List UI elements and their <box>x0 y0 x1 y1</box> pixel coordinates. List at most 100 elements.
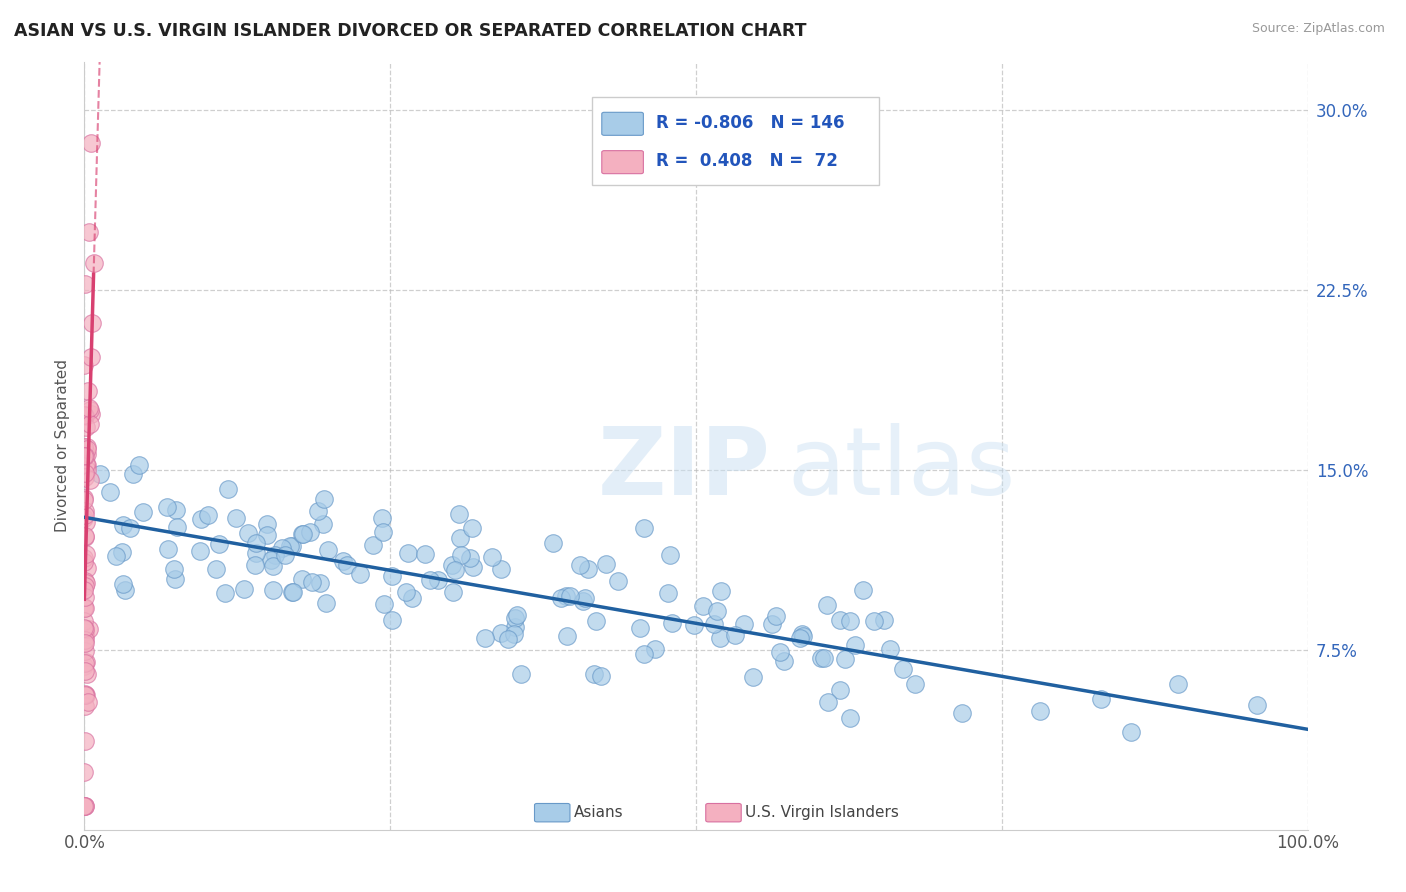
Point <box>381 569 404 583</box>
Point <box>496 632 519 646</box>
Point <box>262 559 284 574</box>
Point <box>574 591 596 606</box>
Point <box>262 583 284 598</box>
Point <box>440 558 463 572</box>
Point <box>75 623 97 637</box>
Point <box>166 519 188 533</box>
Point <box>77 401 100 415</box>
Point <box>491 625 513 640</box>
Point <box>73 698 96 713</box>
Point <box>401 591 423 605</box>
Point <box>73 798 96 813</box>
Point <box>132 505 155 519</box>
Point <box>190 512 212 526</box>
Point <box>111 518 134 533</box>
Point <box>73 601 96 615</box>
Point <box>316 542 339 557</box>
Point <box>76 667 98 681</box>
Text: Source: ZipAtlas.com: Source: ZipAtlas.com <box>1251 22 1385 36</box>
Point <box>419 573 441 587</box>
Point <box>73 579 96 593</box>
Point <box>73 765 96 780</box>
Point <box>461 521 484 535</box>
Point <box>73 624 96 639</box>
Point <box>904 677 927 691</box>
Point <box>1029 704 1052 718</box>
Text: ZIP: ZIP <box>598 423 770 515</box>
Point <box>236 526 259 541</box>
Point <box>156 541 179 556</box>
Point <box>75 655 97 669</box>
Point <box>336 558 359 572</box>
Point <box>73 491 96 505</box>
Point <box>188 544 211 558</box>
Point <box>789 631 811 645</box>
Point <box>73 601 96 615</box>
Point <box>73 633 96 648</box>
Point <box>82 316 104 330</box>
Point <box>741 670 763 684</box>
Point <box>863 615 886 629</box>
Point <box>283 585 305 599</box>
Point <box>1090 691 1112 706</box>
Point <box>73 687 96 701</box>
Point <box>844 638 866 652</box>
Point <box>891 662 914 676</box>
Point <box>76 561 98 575</box>
Point <box>706 604 728 618</box>
Point <box>769 645 792 659</box>
Point <box>703 616 725 631</box>
Point <box>427 573 450 587</box>
Point <box>710 584 733 599</box>
Point <box>225 511 247 525</box>
Point <box>449 531 471 545</box>
Point <box>214 585 236 599</box>
Point <box>291 527 314 541</box>
Text: R =  0.408   N =  72: R = 0.408 N = 72 <box>655 153 838 170</box>
Point <box>541 535 564 549</box>
Point <box>73 504 96 518</box>
Point <box>75 636 97 650</box>
FancyBboxPatch shape <box>592 97 880 186</box>
Point <box>166 503 188 517</box>
Point <box>828 682 851 697</box>
Y-axis label: Divorced or Separated: Divorced or Separated <box>55 359 70 533</box>
Point <box>163 562 186 576</box>
Text: U.S. Virgin Islanders: U.S. Virgin Islanders <box>745 805 898 820</box>
Point <box>73 636 96 650</box>
Point <box>73 555 96 569</box>
Point <box>307 504 329 518</box>
Point <box>76 442 98 456</box>
Point <box>197 508 219 523</box>
Point <box>73 449 96 463</box>
Point <box>79 473 101 487</box>
Point <box>724 628 747 642</box>
Point <box>233 582 256 596</box>
Point <box>128 458 150 472</box>
Point <box>591 668 613 682</box>
Point <box>73 621 96 635</box>
Point <box>839 614 862 628</box>
Point <box>114 583 136 598</box>
Point <box>510 667 533 681</box>
Point <box>815 598 838 612</box>
Text: atlas: atlas <box>787 423 1017 515</box>
Point <box>772 654 794 668</box>
Point <box>75 409 97 423</box>
Point <box>208 537 231 551</box>
Point <box>839 711 862 725</box>
Point <box>395 585 418 599</box>
Point <box>628 621 651 635</box>
Point <box>76 458 98 472</box>
Point <box>301 575 323 590</box>
Point <box>489 562 512 576</box>
Point <box>156 500 179 514</box>
Point <box>79 225 101 239</box>
Point <box>503 626 526 640</box>
Point <box>271 541 294 555</box>
Point <box>120 521 142 535</box>
Point <box>312 517 335 532</box>
Point <box>1246 698 1268 713</box>
Point <box>371 511 394 525</box>
Point <box>474 631 496 645</box>
